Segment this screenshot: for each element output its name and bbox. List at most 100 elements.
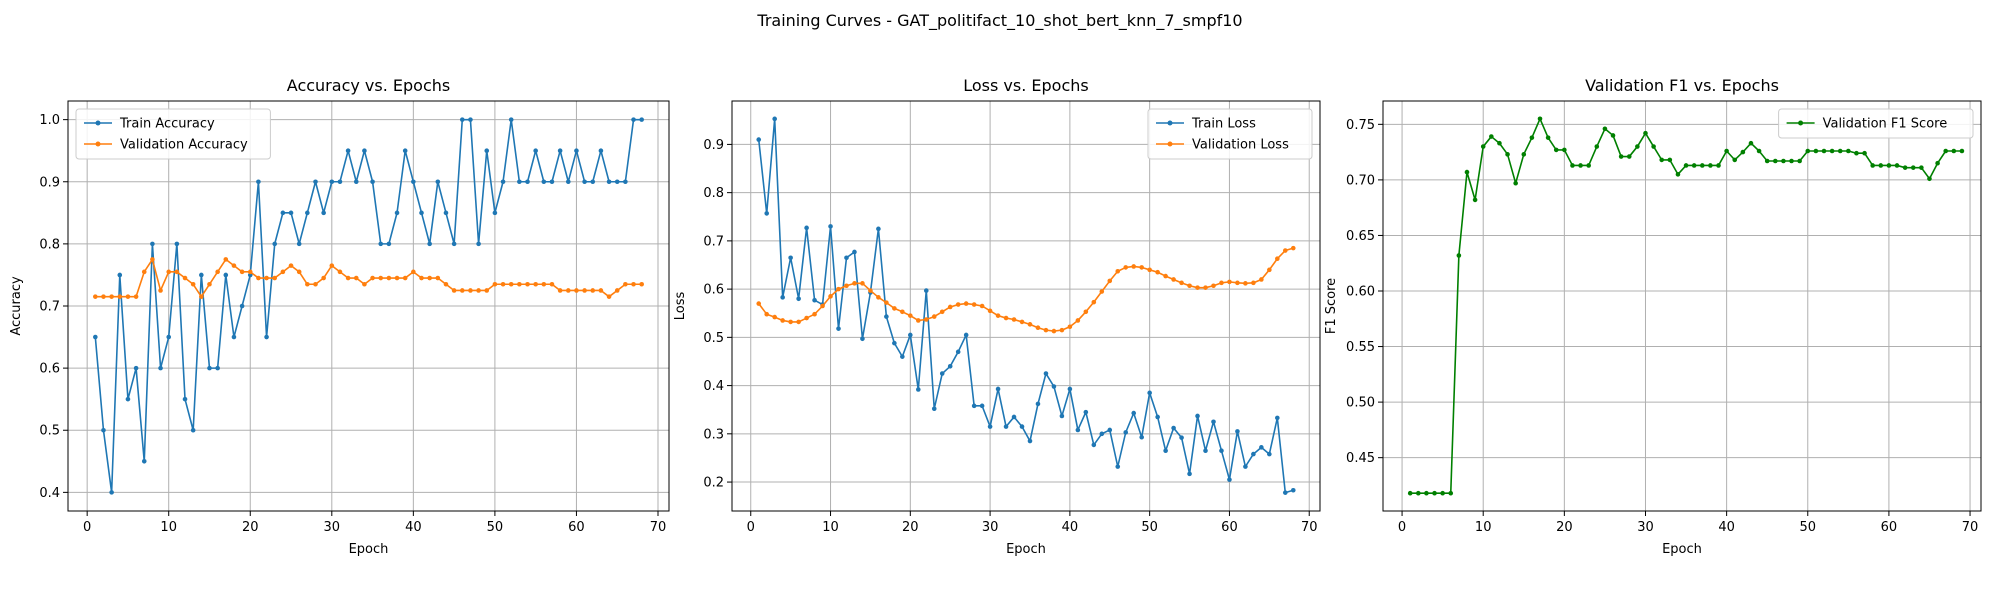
accuracy-data-point [133, 294, 139, 299]
loss-data-point [828, 224, 833, 229]
loss-data-point [1282, 248, 1288, 253]
loss-data-point [1091, 442, 1097, 448]
f1-data-point [1489, 134, 1494, 139]
accuracy-data-point [614, 288, 620, 293]
accuracy-x-tick-label: 60 [568, 520, 585, 535]
f1-data-point [1748, 140, 1754, 146]
accuracy-data-point [517, 281, 522, 287]
loss-axes-frame [731, 100, 1321, 512]
accuracy-data-point [345, 148, 351, 153]
accuracy-data-point [353, 179, 359, 185]
f1-y-tick-label: 0.70 [1346, 173, 1375, 188]
loss-data-point [1027, 438, 1033, 444]
loss-data-point [1027, 322, 1033, 327]
accuracy-data-point [93, 334, 98, 340]
loss-data-point [876, 295, 881, 300]
f1-data-point [1651, 144, 1656, 149]
loss-data-point [1083, 409, 1089, 415]
accuracy-legend-marker-1 [95, 141, 101, 147]
loss-data-point [1051, 384, 1057, 389]
loss-data-point [1251, 451, 1256, 457]
accuracy-data-point [158, 288, 163, 293]
accuracy-data-point [174, 269, 180, 275]
accuracy-data-point [362, 281, 367, 287]
f1-data-point [1764, 158, 1770, 164]
loss-data-point [947, 363, 953, 369]
accuracy-data-point [623, 281, 628, 287]
f1-data-point [1854, 150, 1859, 156]
accuracy-data-point [541, 281, 547, 287]
loss-data-point [1211, 283, 1216, 289]
loss-x-tick-label: 10 [822, 520, 839, 535]
accuracy-data-point [125, 396, 131, 402]
accuracy-data-point [394, 210, 400, 216]
accuracy-data-point [166, 334, 172, 340]
accuracy-data-point [484, 288, 490, 293]
loss-data-point [1075, 427, 1081, 433]
accuracy-data-point [598, 148, 604, 153]
accuracy-chart-title: Accuracy vs. Epochs [287, 76, 450, 95]
loss-data-point [1019, 319, 1025, 325]
accuracy-data-point [199, 294, 204, 299]
f1-y-tick-label: 0.50 [1346, 396, 1375, 411]
loss-data-point [1099, 289, 1105, 294]
loss-legend-marker-0 [1167, 120, 1173, 126]
loss-legend-label-0: Train Loss [1191, 117, 1256, 132]
f1-data-point [1870, 163, 1875, 168]
f1-data-point [1789, 158, 1794, 164]
accuracy-data-point [378, 275, 384, 281]
accuracy-panel: 0 10 20 30 40 50 60 70 0.4 0.5 0.6 0.7 0.8 0.9 1.0 Accu… [9, 76, 670, 557]
f1-data-point [1586, 163, 1591, 168]
accuracy-data-point [508, 117, 514, 122]
loss-data-point [1195, 413, 1200, 419]
accuracy-data-point [598, 288, 604, 293]
loss-chart-title: Loss vs. Epochs [963, 76, 1088, 95]
accuracy-data-point [631, 281, 636, 287]
loss-data-point [1267, 267, 1272, 273]
accuracy-data-point [427, 241, 432, 247]
accuracy-data-point [288, 210, 294, 216]
f1-data-point [1773, 158, 1778, 164]
loss-data-point [995, 313, 1001, 318]
f1-data-point [1813, 148, 1819, 154]
accuracy-data-point [109, 294, 114, 299]
loss-data-point [1035, 325, 1041, 331]
f1-data-point [1878, 163, 1884, 168]
accuracy-data-point [264, 275, 269, 281]
accuracy-data-point [182, 396, 188, 402]
f1-y-tick-label: 0.45 [1346, 451, 1375, 466]
accuracy-legend-label-0: Train Accuracy [119, 117, 215, 132]
loss-data-point [1043, 327, 1049, 333]
f1-y-tick-label: 0.75 [1346, 118, 1375, 133]
accuracy-data-point [133, 365, 139, 371]
loss-data-point [1115, 268, 1121, 274]
accuracy-data-point [500, 179, 506, 185]
loss-data-point [756, 137, 762, 142]
f1-data-point [1513, 180, 1518, 186]
accuracy-data-point [174, 241, 180, 247]
loss-y-tick-label: 0.8 [703, 186, 724, 201]
accuracy-y-tick-label: 0.9 [39, 175, 60, 190]
accuracy-data-point [549, 179, 555, 185]
accuracy-data-point [565, 288, 571, 293]
accuracy-data-point [419, 275, 424, 281]
f1-data-point [1781, 158, 1786, 164]
loss-data-point [1131, 410, 1137, 416]
f1-data-point [1699, 163, 1705, 168]
accuracy-data-point [565, 179, 571, 185]
accuracy-legend: Train Accuracy Validation Accuracy [75, 108, 271, 160]
accuracy-data-point [141, 269, 147, 275]
f1-data-point [1643, 130, 1648, 136]
loss-y-tick-label: 0.4 [703, 379, 724, 394]
loss-data-point [939, 309, 945, 315]
accuracy-data-point [345, 275, 351, 281]
accuracy-data-point [370, 179, 375, 185]
accuracy-data-point [435, 179, 441, 185]
f1-data-point [1846, 148, 1851, 154]
loss-data-point [788, 319, 793, 325]
loss-data-point [1179, 435, 1184, 440]
loss-x-tick-label: 50 [1141, 520, 1158, 535]
f1-data-point [1602, 126, 1608, 132]
accuracy-data-point [280, 210, 286, 216]
